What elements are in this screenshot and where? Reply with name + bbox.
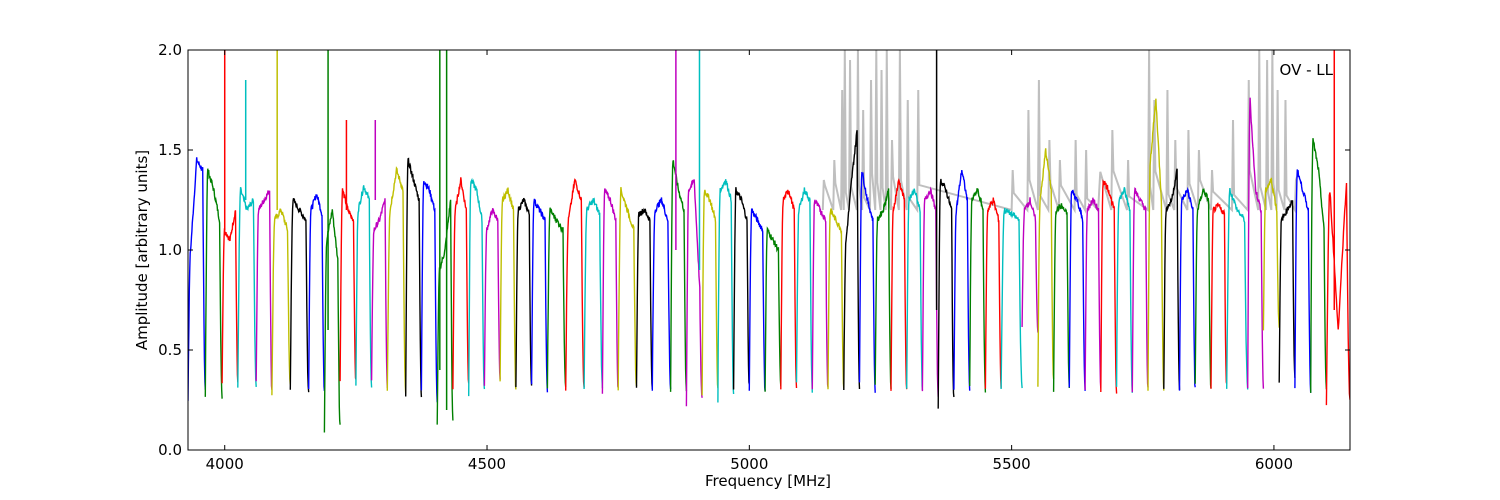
series-segment — [795, 187, 813, 393]
y-tick-label: 0.0 — [158, 441, 182, 459]
series-segment — [339, 188, 357, 382]
series-segment — [617, 187, 638, 391]
series-segment — [1115, 187, 1133, 393]
series-segment — [386, 166, 407, 394]
y-axis-label: Amplitude [arbitrary units] — [133, 150, 151, 350]
series-segment — [255, 190, 273, 390]
y-tick-label: 0.5 — [158, 341, 182, 359]
series-segment — [370, 198, 388, 389]
series-segment — [1131, 187, 1149, 393]
series-segment — [1000, 207, 1023, 390]
x-axis-ticks: 4000 4500 5000 5500 6000 — [206, 50, 1293, 473]
series-segment — [420, 181, 438, 403]
series-segment — [1100, 179, 1118, 394]
x-tick-label: 5000 — [730, 455, 768, 473]
series-segment — [546, 207, 567, 389]
x-tick-label: 4000 — [206, 455, 244, 473]
series-segment — [188, 157, 206, 401]
series-segment — [1294, 169, 1312, 393]
y-tick-label: 1.5 — [158, 141, 182, 159]
series-segment — [1309, 138, 1328, 393]
series-segment — [984, 197, 1002, 389]
series-segment — [355, 185, 373, 388]
series-segment — [827, 208, 845, 390]
series-segment — [1052, 203, 1070, 392]
y-tick-label: 1.0 — [158, 241, 182, 259]
x-axis-label: Frequency [MHz] — [705, 472, 831, 490]
series-segment — [237, 187, 257, 388]
spike-layer — [223, 50, 1336, 410]
series-segment — [204, 168, 223, 399]
series-segment — [1147, 98, 1165, 391]
series-segment — [515, 197, 533, 388]
series-segment — [1084, 197, 1102, 391]
series-segment — [1278, 200, 1296, 383]
plot-area — [188, 50, 1350, 433]
series-segment — [780, 189, 798, 390]
x-tick-label: 6000 — [1255, 455, 1293, 473]
series-segment — [1037, 148, 1055, 387]
series-segment — [1246, 97, 1265, 389]
series-segment — [701, 189, 719, 396]
series-segment — [1194, 188, 1212, 389]
series-segment — [921, 186, 939, 398]
x-tick-label: 5500 — [993, 455, 1031, 473]
series-segment — [1262, 177, 1280, 331]
series-segment — [308, 194, 326, 391]
series-segment — [499, 187, 517, 390]
series-layer — [188, 97, 1350, 433]
series-segment — [468, 177, 486, 397]
series-segment — [323, 209, 341, 433]
series-segment — [1068, 189, 1086, 391]
y-tick-label: 2.0 — [158, 41, 182, 59]
series-segment — [937, 178, 955, 409]
series-segment — [890, 178, 908, 391]
series-segment — [651, 197, 672, 391]
series-segment — [1225, 187, 1249, 390]
series-segment — [969, 188, 987, 393]
series-segment — [1210, 202, 1228, 389]
series-segment — [858, 171, 876, 393]
series-segment — [221, 210, 239, 384]
chart-annotation: OV - LL — [1280, 61, 1334, 79]
series-segment — [530, 198, 549, 393]
series-segment — [1021, 197, 1039, 333]
series-segment — [583, 197, 604, 390]
series-segment — [289, 198, 310, 393]
series-segment — [271, 208, 291, 396]
series-segment — [452, 177, 470, 390]
series-segment — [717, 179, 735, 403]
series-segment — [1325, 182, 1350, 406]
series-segment — [748, 208, 766, 392]
series-segment — [601, 188, 619, 394]
series-segment — [565, 178, 585, 391]
series-segment — [685, 179, 703, 407]
series-segment — [1163, 168, 1181, 390]
series-segment — [405, 157, 423, 398]
series-segment — [843, 130, 861, 391]
series-segment — [1178, 186, 1196, 391]
series-segment — [874, 188, 892, 389]
series-segment — [635, 207, 653, 390]
series-segment — [669, 160, 688, 392]
y-axis-ticks: 0.0 0.5 1.0 1.5 2.0 — [158, 41, 1350, 459]
x-tick-label: 4500 — [468, 455, 506, 473]
series-segment — [811, 199, 829, 390]
series-segment — [953, 170, 971, 391]
series-segment — [732, 187, 750, 390]
series-segment — [483, 207, 501, 386]
series-segment — [764, 226, 782, 392]
series-segment — [906, 188, 924, 391]
